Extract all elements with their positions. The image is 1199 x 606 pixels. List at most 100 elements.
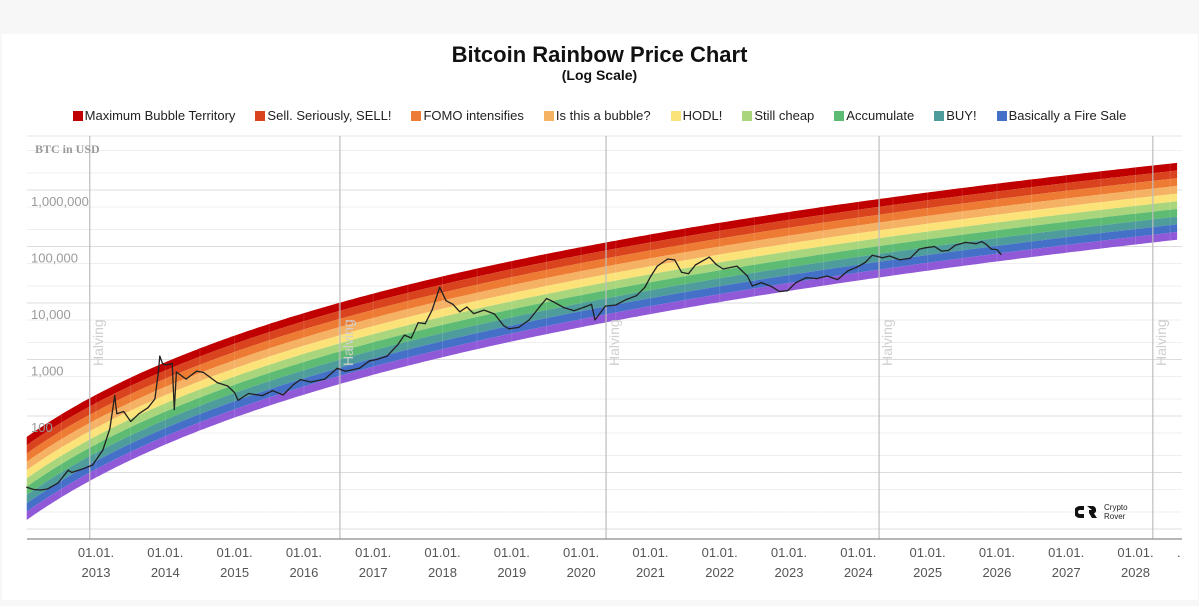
price-point (816, 278, 818, 280)
price-point (751, 285, 753, 287)
x-tick-label-year: 2025 (913, 565, 942, 580)
price-point (563, 306, 565, 309)
x-tick-label-date: 01.01. (910, 545, 946, 560)
price-point (396, 344, 399, 346)
legend-item-hodl[interactable]: HODL! (670, 108, 722, 123)
price-point (933, 245, 936, 248)
price-point (856, 266, 858, 268)
price-point (67, 469, 69, 471)
price-point (164, 364, 166, 366)
legend-item-buy[interactable]: BUY! (934, 108, 977, 123)
price-point (157, 371, 159, 373)
x-tick-label-year: 2014 (151, 565, 180, 580)
x-tick-label-date: 01.01. (632, 545, 668, 560)
price-point (272, 390, 274, 392)
price-point (954, 244, 956, 246)
legend-swatch (72, 110, 83, 121)
legend-swatch (834, 110, 845, 121)
y-tick-label: 1,000 (31, 364, 64, 379)
price-point (26, 486, 28, 488)
legend-label: FOMO intensifies (423, 108, 524, 123)
halving-label: Halving (606, 319, 622, 366)
legend-item-maximum-bubble[interactable]: Maximum Bubble Territory (72, 108, 236, 123)
y-tick-label: 1,000,000 (31, 194, 89, 209)
y-axis-title: BTC in USD (35, 142, 100, 156)
price-point (431, 309, 433, 311)
price-point (116, 413, 118, 415)
price-point (403, 334, 405, 336)
rainbow-bands (26, 162, 1178, 520)
price-point (795, 281, 797, 284)
price-point (310, 381, 312, 383)
price-point (227, 385, 229, 387)
price-point (147, 407, 149, 409)
y-tick-label: 100,000 (31, 251, 78, 266)
price-point (508, 328, 510, 330)
legend-swatch (934, 110, 945, 121)
legend-item-fire-sale[interactable]: Basically a Fire Sale (996, 108, 1126, 123)
price-point (91, 464, 94, 466)
price-point (138, 413, 140, 415)
watermark-line2: Rover (1104, 512, 1126, 521)
legend-item-still-cheap[interactable]: Still cheap (742, 108, 814, 123)
price-point (237, 399, 239, 401)
legend-item-accumulate[interactable]: Accumulate (834, 108, 914, 123)
legend: Maximum Bubble Territory Sell. Seriously… (0, 108, 1199, 123)
price-point (625, 298, 627, 301)
x-tick-label-year: 2018 (428, 565, 457, 580)
price-point (445, 300, 447, 302)
price-point (216, 382, 218, 384)
price-point (336, 367, 338, 369)
price-point (940, 250, 943, 252)
price-point (583, 306, 586, 308)
legend-label: Is this a bubble? (555, 108, 651, 123)
price-point (161, 362, 164, 365)
halving-lines: Halving Halving Halving Halving Halving (89, 136, 1169, 539)
x-tick-label-date: 01.01. (840, 545, 876, 560)
price-point (694, 264, 697, 266)
price-point (466, 306, 468, 308)
price-point (39, 489, 42, 491)
x-tick-label-date: 01.01. (286, 545, 322, 560)
price-point (615, 304, 617, 306)
price-point (590, 303, 593, 305)
x-tick-label-date: 01.01. (355, 545, 391, 560)
price-point (909, 257, 911, 259)
price-point (358, 367, 360, 369)
price-point (965, 241, 967, 244)
x-tick-label-year: 2024 (844, 565, 873, 580)
price-point (573, 310, 575, 312)
legend-swatch (670, 110, 681, 121)
x-tick-label-date: 01.01. (771, 545, 807, 560)
price-point (175, 371, 177, 373)
chart-title: Bitcoin Rainbow Price Chart (451, 42, 748, 67)
price-point (687, 273, 690, 275)
legend-label: Still cheap (754, 108, 815, 123)
price-point (195, 370, 198, 372)
price-point (102, 449, 104, 451)
price-point (996, 249, 998, 251)
y-tick-label: 10,000 (31, 307, 71, 322)
price-point (594, 319, 596, 321)
price-point (324, 378, 326, 380)
price-point (130, 420, 132, 423)
price-point (502, 324, 505, 327)
price-point (173, 408, 175, 411)
price-point (787, 290, 789, 292)
price-point (805, 277, 807, 279)
legend-item-fomo[interactable]: FOMO intensifies (411, 108, 524, 123)
price-point (185, 378, 187, 380)
price-point (473, 312, 475, 315)
legend-label: BUY! (946, 108, 977, 123)
legend-item-bubble[interactable]: Is this a bubble? (543, 108, 651, 123)
price-point (864, 261, 866, 264)
price-point (674, 259, 676, 261)
legend-swatch (543, 110, 554, 121)
x-tick-label-date: 01.01. (78, 545, 114, 560)
halving-label: Halving (1153, 319, 1169, 366)
legend-item-sell[interactable]: Sell. Seriously, SELL! (255, 108, 391, 123)
price-point (715, 263, 717, 266)
legend-swatch (742, 110, 753, 121)
legend-label: Maximum Bubble Territory (84, 108, 236, 123)
price-point (410, 337, 412, 339)
